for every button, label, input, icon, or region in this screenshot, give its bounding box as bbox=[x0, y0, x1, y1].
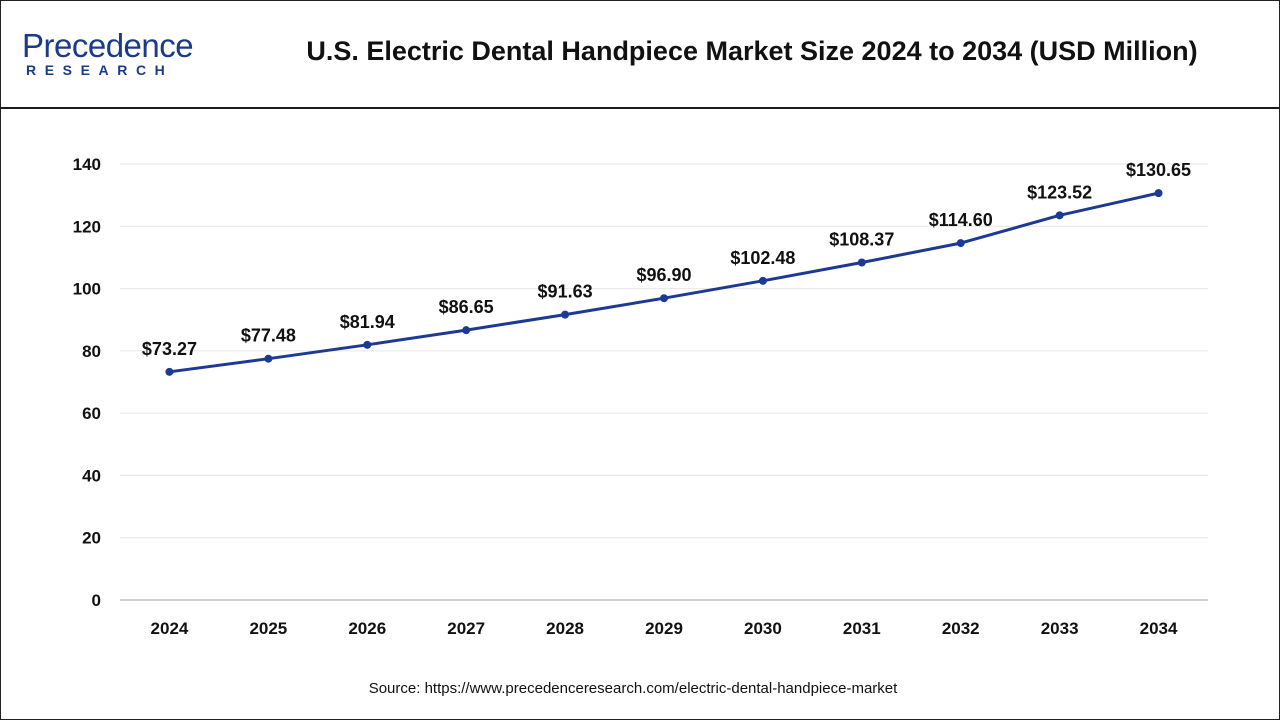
data-label: $81.94 bbox=[340, 312, 395, 332]
logo-subtext: RESEARCH bbox=[26, 62, 174, 78]
data-point bbox=[758, 276, 767, 285]
y-tick-label: 120 bbox=[73, 217, 101, 236]
x-tick-label: 2026 bbox=[348, 619, 386, 638]
data-point bbox=[660, 294, 668, 303]
y-tick-label: 60 bbox=[82, 404, 101, 423]
data-label: $102.48 bbox=[730, 248, 795, 268]
data-point bbox=[165, 367, 174, 376]
x-tick-label: 2032 bbox=[942, 619, 980, 638]
data-point bbox=[956, 239, 965, 248]
data-label: $108.37 bbox=[829, 230, 894, 250]
data-point bbox=[363, 340, 372, 349]
data-label: $73.27 bbox=[142, 339, 197, 359]
x-tick-label: 2028 bbox=[546, 619, 584, 638]
data-point bbox=[561, 310, 570, 319]
data-label: $130.65 bbox=[1126, 160, 1191, 180]
y-tick-label: 80 bbox=[82, 342, 101, 361]
chart-title: U.S. Electric Dental Handpiece Market Si… bbox=[306, 36, 1198, 66]
source-note: Source: https://www.precedenceresearch.c… bbox=[368, 680, 898, 697]
x-tick-label: 2024 bbox=[151, 619, 189, 638]
y-tick-label: 40 bbox=[82, 466, 101, 485]
data-point bbox=[264, 354, 273, 363]
data-point bbox=[1154, 189, 1163, 198]
header: Precedence RESEARCH U.S. Electric Dental… bbox=[0, 0, 1280, 109]
logo-wordmark: Precedence bbox=[22, 27, 194, 64]
x-tick-label: 2030 bbox=[744, 619, 782, 638]
y-tick-label: 140 bbox=[73, 155, 101, 174]
brand-logo: Precedence RESEARCH bbox=[22, 26, 222, 86]
x-tick-label: 2025 bbox=[249, 619, 287, 638]
data-label: $96.90 bbox=[636, 265, 691, 285]
y-tick-label: 0 bbox=[92, 591, 101, 610]
data-label: $86.65 bbox=[439, 297, 494, 317]
x-tick-label: 2027 bbox=[447, 619, 485, 638]
y-tick-label: 100 bbox=[73, 280, 101, 299]
x-tick-label: 2034 bbox=[1140, 619, 1178, 638]
data-point bbox=[462, 326, 471, 335]
data-point bbox=[1055, 211, 1064, 220]
x-tick-label: 2029 bbox=[645, 619, 683, 638]
data-label: $91.63 bbox=[538, 282, 593, 302]
data-label: $77.48 bbox=[241, 326, 296, 346]
y-tick-label: 20 bbox=[82, 529, 101, 548]
x-tick-label: 2031 bbox=[843, 619, 881, 638]
data-label: $114.60 bbox=[929, 210, 993, 230]
x-tick-label: 2033 bbox=[1041, 619, 1079, 638]
data-label: $123.52 bbox=[1027, 182, 1092, 202]
data-point bbox=[857, 258, 866, 267]
line-chart: 0 20 40 60 80 100 120 140 2024 2025 2026 2027 2028 20… bbox=[73, 155, 1208, 638]
